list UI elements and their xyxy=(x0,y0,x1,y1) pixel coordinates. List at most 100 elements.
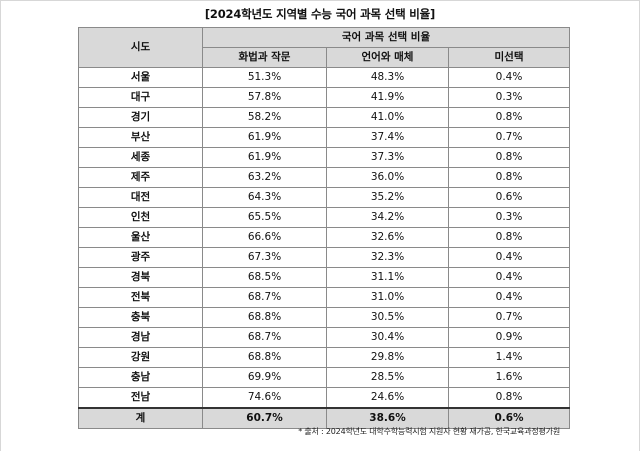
unselected-cell: 0.8% xyxy=(448,107,570,128)
column-header-speech-writing: 화법과 작문 xyxy=(202,47,327,68)
speech-writing-cell: 68.7% xyxy=(202,287,327,308)
region-cell: 제주 xyxy=(78,167,203,188)
speech-writing-cell: 51.3% xyxy=(202,67,327,88)
language-media-cell: 34.2% xyxy=(326,207,449,228)
region-cell: 충북 xyxy=(78,307,203,328)
table-header: 시도 국어 과목 선택 비율 화법과 작문 언어와 매체 미선택 xyxy=(78,27,570,68)
language-media-cell: 35.2% xyxy=(326,187,449,208)
region-cell: 전북 xyxy=(78,287,203,308)
language-media-cell: 24.6% xyxy=(326,387,449,409)
region-cell: 충남 xyxy=(78,367,203,388)
region-cell: 전남 xyxy=(78,387,203,409)
language-media-cell: 37.4% xyxy=(326,127,449,148)
region-cell: 광주 xyxy=(78,247,203,268)
language-media-cell: 36.0% xyxy=(326,167,449,188)
language-media-cell: 28.5% xyxy=(326,367,449,388)
language-media-cell: 37.3% xyxy=(326,147,449,168)
table-row: 충북 68.8% 30.5% 0.7% xyxy=(78,307,570,328)
unselected-cell: 0.4% xyxy=(448,267,570,288)
selection-ratio-table: 시도 국어 과목 선택 비율 화법과 작문 언어와 매체 미선택 서울 51.3%… xyxy=(78,27,570,429)
table-title: [2024학년도 지역별 수능 국어 과목 선택 비율] xyxy=(204,7,436,21)
unselected-cell: 0.8% xyxy=(448,227,570,248)
table-row: 부산 61.9% 37.4% 0.7% xyxy=(78,127,570,148)
table-row: 경북 68.5% 31.1% 0.4% xyxy=(78,267,570,288)
unselected-cell: 0.8% xyxy=(448,167,570,188)
unselected-cell: 0.3% xyxy=(448,87,570,108)
speech-writing-cell: 65.5% xyxy=(202,207,327,228)
language-media-cell: 41.0% xyxy=(326,107,449,128)
group-header: 국어 과목 선택 비율 xyxy=(202,27,570,48)
region-cell: 인천 xyxy=(78,207,203,228)
region-cell: 대전 xyxy=(78,187,203,208)
speech-writing-cell: 63.2% xyxy=(202,167,327,188)
total-language-media-cell: 38.6% xyxy=(326,407,449,429)
table-row: 대전 64.3% 35.2% 0.6% xyxy=(78,187,570,208)
column-header-language-media: 언어와 매체 xyxy=(326,47,449,68)
speech-writing-cell: 61.9% xyxy=(202,147,327,168)
region-cell: 경북 xyxy=(78,267,203,288)
table-row: 전남 74.6% 24.6% 0.8% xyxy=(78,387,570,409)
table-row: 충남 69.9% 28.5% 1.6% xyxy=(78,367,570,388)
table-row: 전북 68.7% 31.0% 0.4% xyxy=(78,287,570,308)
region-cell: 서울 xyxy=(78,67,203,88)
region-cell: 세종 xyxy=(78,147,203,168)
unselected-cell: 0.6% xyxy=(448,187,570,208)
unselected-cell: 1.6% xyxy=(448,367,570,388)
unselected-cell: 0.9% xyxy=(448,327,570,348)
table-row: 대구 57.8% 41.9% 0.3% xyxy=(78,87,570,108)
unselected-cell: 0.8% xyxy=(448,147,570,168)
speech-writing-cell: 69.9% xyxy=(202,367,327,388)
unselected-cell: 0.4% xyxy=(448,287,570,308)
table-row: 경기 58.2% 41.0% 0.8% xyxy=(78,107,570,128)
language-media-cell: 30.5% xyxy=(326,307,449,328)
speech-writing-cell: 64.3% xyxy=(202,187,327,208)
region-cell: 경남 xyxy=(78,327,203,348)
table-row: 서울 51.3% 48.3% 0.4% xyxy=(78,67,570,88)
table-row: 울산 66.6% 32.6% 0.8% xyxy=(78,227,570,248)
language-media-cell: 30.4% xyxy=(326,327,449,348)
language-media-cell: 32.6% xyxy=(326,227,449,248)
speech-writing-cell: 58.2% xyxy=(202,107,327,128)
language-media-cell: 29.8% xyxy=(326,347,449,368)
speech-writing-cell: 61.9% xyxy=(202,127,327,148)
speech-writing-cell: 68.7% xyxy=(202,327,327,348)
region-cell: 대구 xyxy=(78,87,203,108)
total-speech-writing-cell: 60.7% xyxy=(202,407,327,429)
region-cell: 강원 xyxy=(78,347,203,368)
unselected-cell: 0.8% xyxy=(448,387,570,409)
speech-writing-cell: 66.6% xyxy=(202,227,327,248)
language-media-cell: 31.1% xyxy=(326,267,449,288)
table-row: 인천 65.5% 34.2% 0.3% xyxy=(78,207,570,228)
speech-writing-cell: 67.3% xyxy=(202,247,327,268)
column-header-unselected: 미선택 xyxy=(448,47,570,68)
region-cell: 경기 xyxy=(78,107,203,128)
language-media-cell: 31.0% xyxy=(326,287,449,308)
speech-writing-cell: 68.5% xyxy=(202,267,327,288)
total-unselected-cell: 0.6% xyxy=(448,407,570,429)
language-media-cell: 48.3% xyxy=(326,67,449,88)
unselected-cell: 0.7% xyxy=(448,127,570,148)
region-cell: 울산 xyxy=(78,227,203,248)
table-row: 제주 63.2% 36.0% 0.8% xyxy=(78,167,570,188)
table-row: 강원 68.8% 29.8% 1.4% xyxy=(78,347,570,368)
unselected-cell: 1.4% xyxy=(448,347,570,368)
table-row: 경남 68.7% 30.4% 0.9% xyxy=(78,327,570,348)
region-header: 시도 xyxy=(78,27,203,68)
speech-writing-cell: 57.8% xyxy=(202,87,327,108)
source-note: * 출처 : 2024학년도 대학수학능력시험 지원자 현황 재가공, 한국교육… xyxy=(298,427,560,436)
unselected-cell: 0.4% xyxy=(448,247,570,268)
unselected-cell: 0.7% xyxy=(448,307,570,328)
table-row: 세종 61.9% 37.3% 0.8% xyxy=(78,147,570,168)
unselected-cell: 0.4% xyxy=(448,67,570,88)
speech-writing-cell: 68.8% xyxy=(202,347,327,368)
table-row: 광주 67.3% 32.3% 0.4% xyxy=(78,247,570,268)
region-cell: 부산 xyxy=(78,127,203,148)
speech-writing-cell: 74.6% xyxy=(202,387,327,409)
language-media-cell: 32.3% xyxy=(326,247,449,268)
total-label-cell: 계 xyxy=(78,407,203,429)
total-row: 계 60.7% 38.6% 0.6% xyxy=(78,407,570,429)
table-body: 서울 51.3% 48.3% 0.4% 대구 57.8% 41.9% 0.3% 경기 58.2% 4… xyxy=(78,67,570,429)
language-media-cell: 41.9% xyxy=(326,87,449,108)
speech-writing-cell: 68.8% xyxy=(202,307,327,328)
unselected-cell: 0.3% xyxy=(448,207,570,228)
